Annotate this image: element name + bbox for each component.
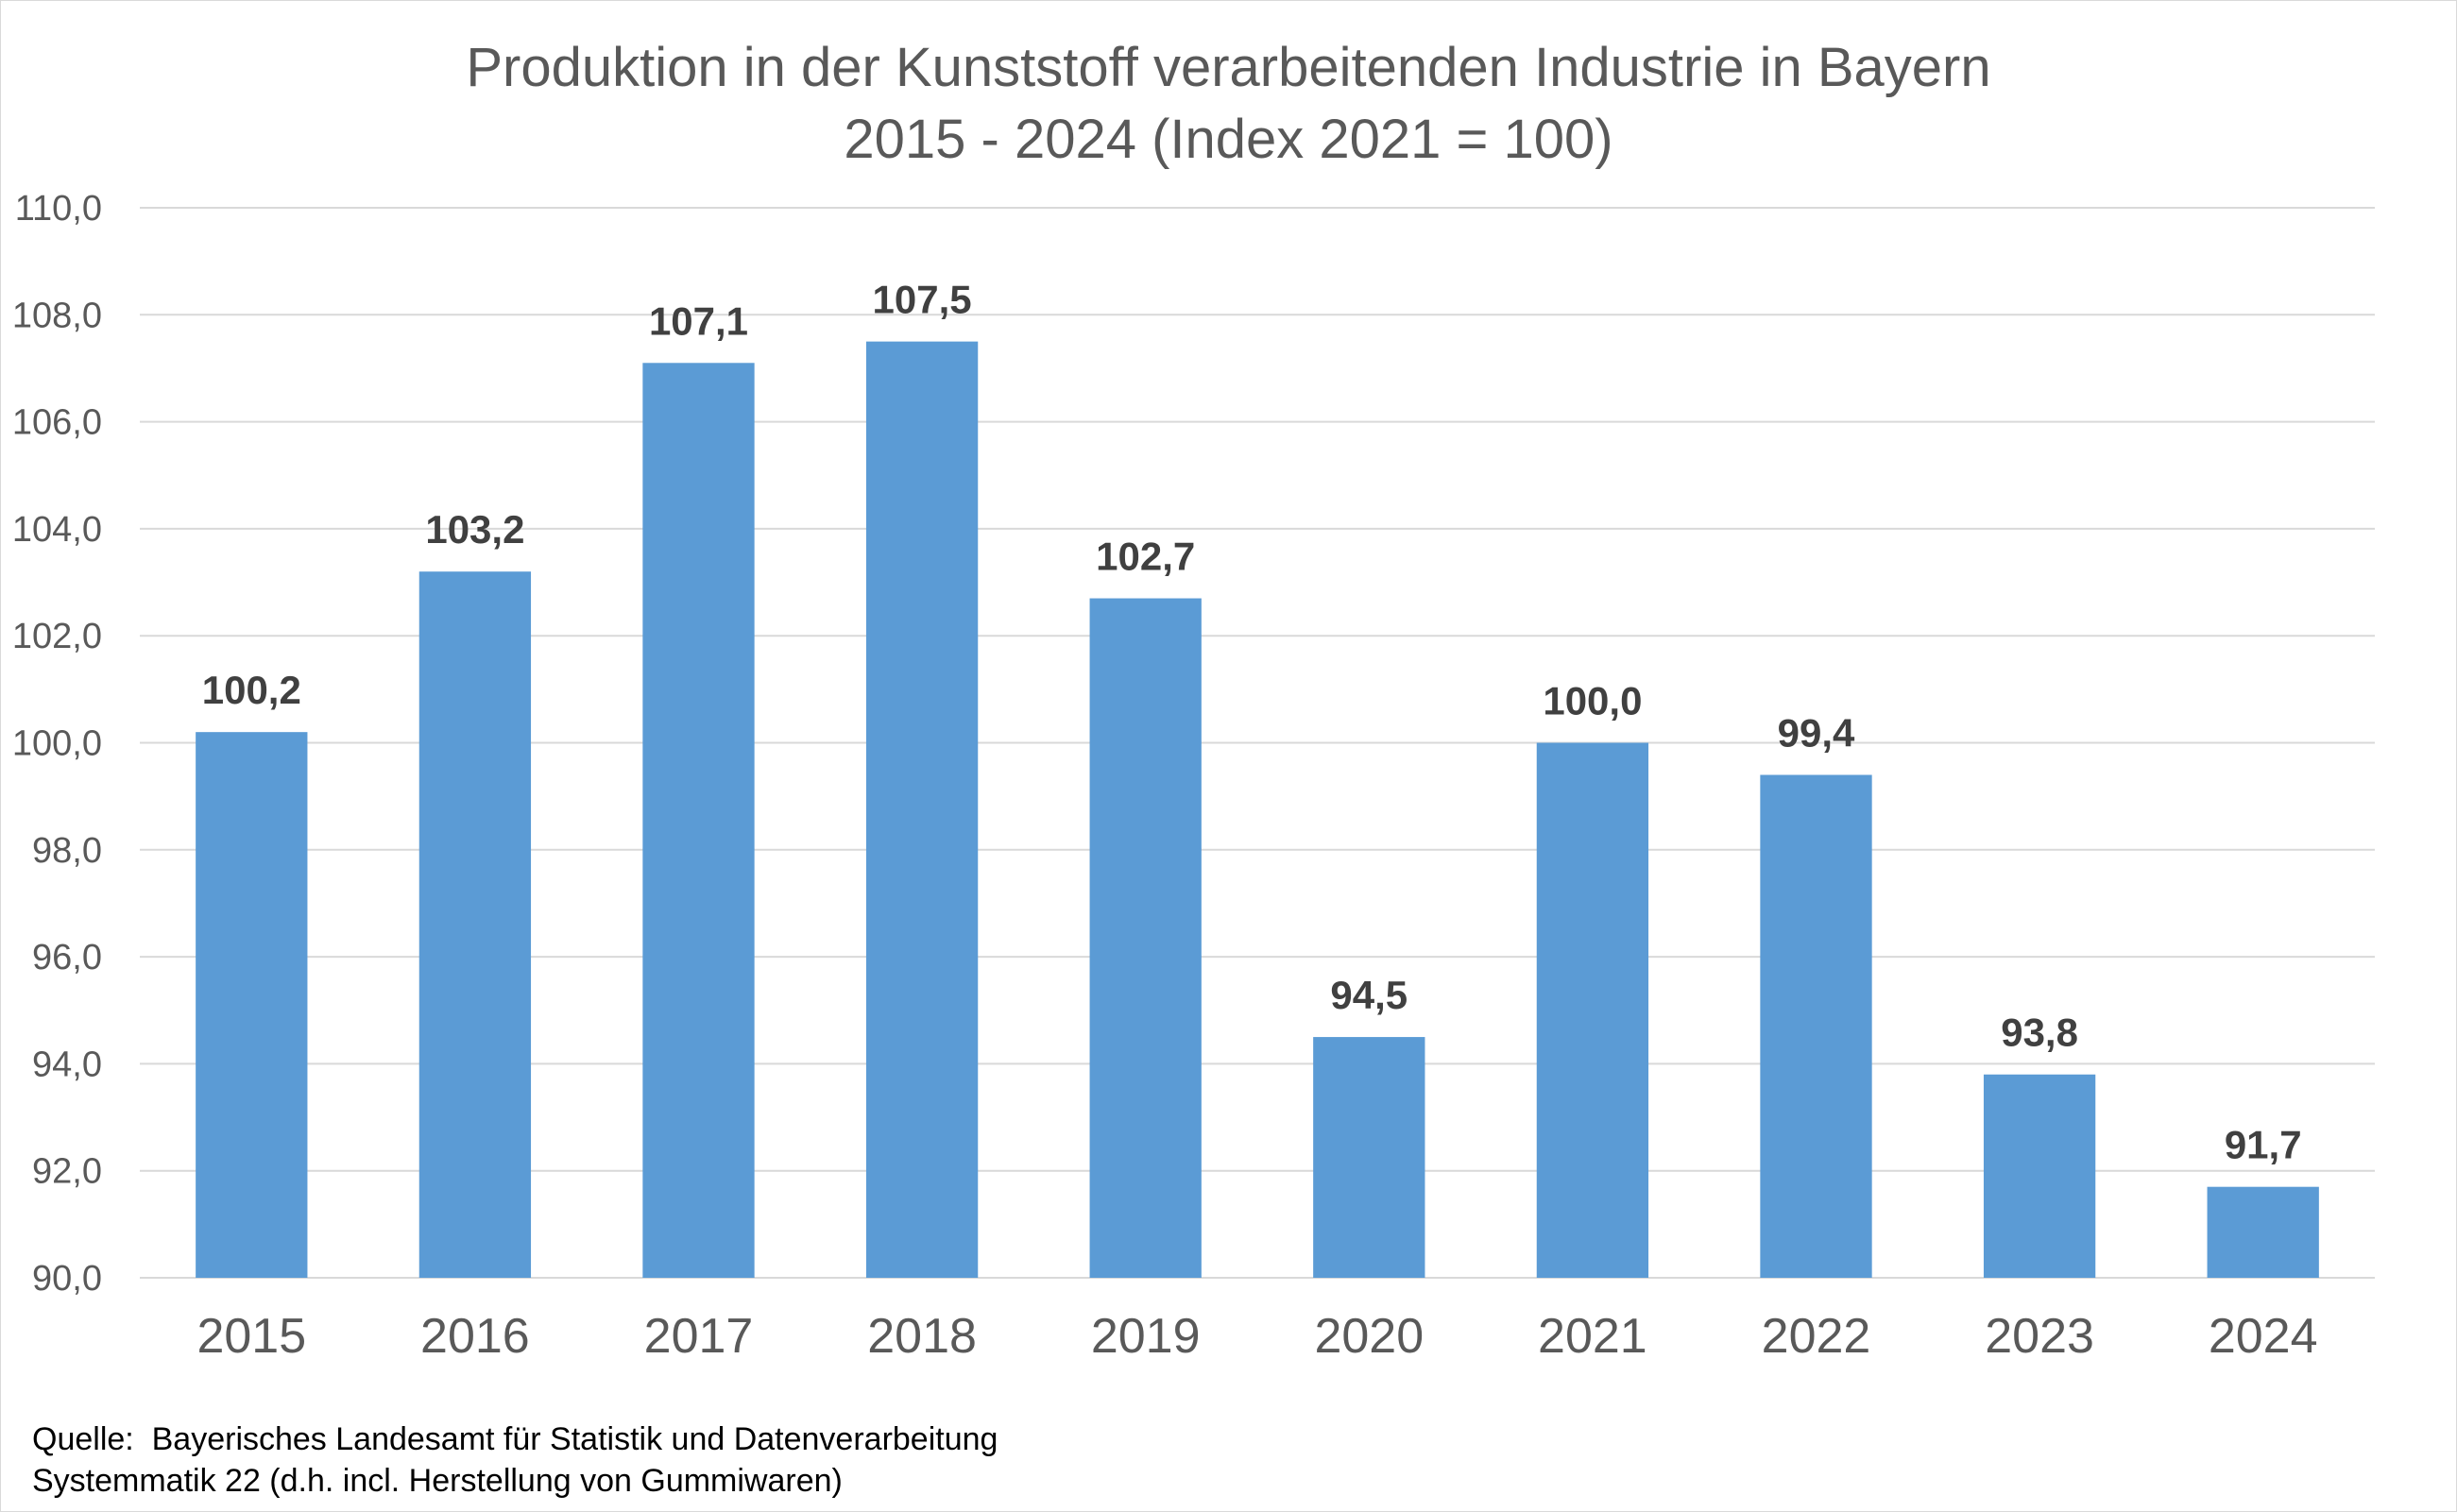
bar-2019 bbox=[1089, 598, 1202, 1278]
bar-2020 bbox=[1313, 1037, 1425, 1278]
bar-2016 bbox=[418, 571, 532, 1278]
y-tick-label: 96,0 bbox=[32, 938, 102, 977]
data-label-2020: 94,5 bbox=[1330, 973, 1408, 1017]
source-note: Quelle: Bayerisches Landesamt für Statis… bbox=[32, 1419, 998, 1502]
data-label-2015: 100,2 bbox=[202, 668, 301, 712]
x-tick-label: 2017 bbox=[644, 1309, 754, 1364]
x-tick-label: 2020 bbox=[1314, 1309, 1424, 1364]
bar-2024 bbox=[2207, 1186, 2319, 1278]
y-tick-label: 110,0 bbox=[15, 189, 102, 229]
y-tick-label: 104,0 bbox=[12, 510, 102, 550]
data-label-2024: 91,7 bbox=[2225, 1123, 2302, 1167]
bar-2023 bbox=[1983, 1074, 2096, 1278]
y-tick-label: 102,0 bbox=[12, 617, 102, 656]
x-tick-label: 2024 bbox=[2209, 1309, 2318, 1364]
y-tick-label: 90,0 bbox=[32, 1259, 102, 1299]
data-label-2022: 99,4 bbox=[1778, 710, 1855, 755]
y-tick-label: 100,0 bbox=[12, 724, 102, 764]
chart-subtitle: 2015 - 2024 (Index 2021 = 100) bbox=[844, 109, 1613, 170]
x-tick-label: 2015 bbox=[196, 1309, 306, 1364]
data-label-2017: 107,1 bbox=[649, 298, 748, 343]
data-label-2016: 103,2 bbox=[425, 507, 524, 552]
y-tick-label: 92,0 bbox=[32, 1152, 102, 1192]
source-line-2: Systemmatik 22 (d.h. incl. Herstellung v… bbox=[32, 1463, 843, 1499]
source-line-1: Quelle: Bayerisches Landesamt für Statis… bbox=[32, 1421, 998, 1457]
bar-2015 bbox=[196, 732, 308, 1278]
data-label-2018: 107,5 bbox=[873, 278, 972, 322]
data-label-2019: 102,7 bbox=[1096, 535, 1195, 579]
x-tick-label: 2018 bbox=[867, 1309, 977, 1364]
x-tick-label: 2021 bbox=[1538, 1309, 1647, 1364]
x-tick-label: 2016 bbox=[420, 1309, 530, 1364]
x-tick-label: 2022 bbox=[1762, 1309, 1871, 1364]
chart-title: Produktion in der Kunststoff verarbeiten… bbox=[466, 37, 1991, 98]
bar-2022 bbox=[1760, 774, 1872, 1278]
bar-2021 bbox=[1536, 742, 1649, 1278]
bar-2018 bbox=[865, 341, 979, 1278]
chart-title-block: Produktion in der Kunststoff verarbeiten… bbox=[0, 32, 2457, 176]
bar-chart: 90,0 92,0 94,0 96,0 98,0 100,0 102,0 104,0 106,0… bbox=[12, 189, 2375, 1364]
bar-2017 bbox=[642, 363, 755, 1278]
y-tick-label: 106,0 bbox=[12, 403, 102, 443]
x-tick-label: 2023 bbox=[1985, 1309, 2094, 1364]
data-label-2023: 93,8 bbox=[2001, 1011, 2078, 1055]
x-tick-label: 2019 bbox=[1091, 1309, 1201, 1364]
y-tick-label: 98,0 bbox=[32, 831, 102, 871]
y-tick-label: 94,0 bbox=[32, 1045, 102, 1084]
data-label-2021: 100,0 bbox=[1543, 679, 1642, 723]
y-tick-label: 108,0 bbox=[12, 296, 102, 335]
